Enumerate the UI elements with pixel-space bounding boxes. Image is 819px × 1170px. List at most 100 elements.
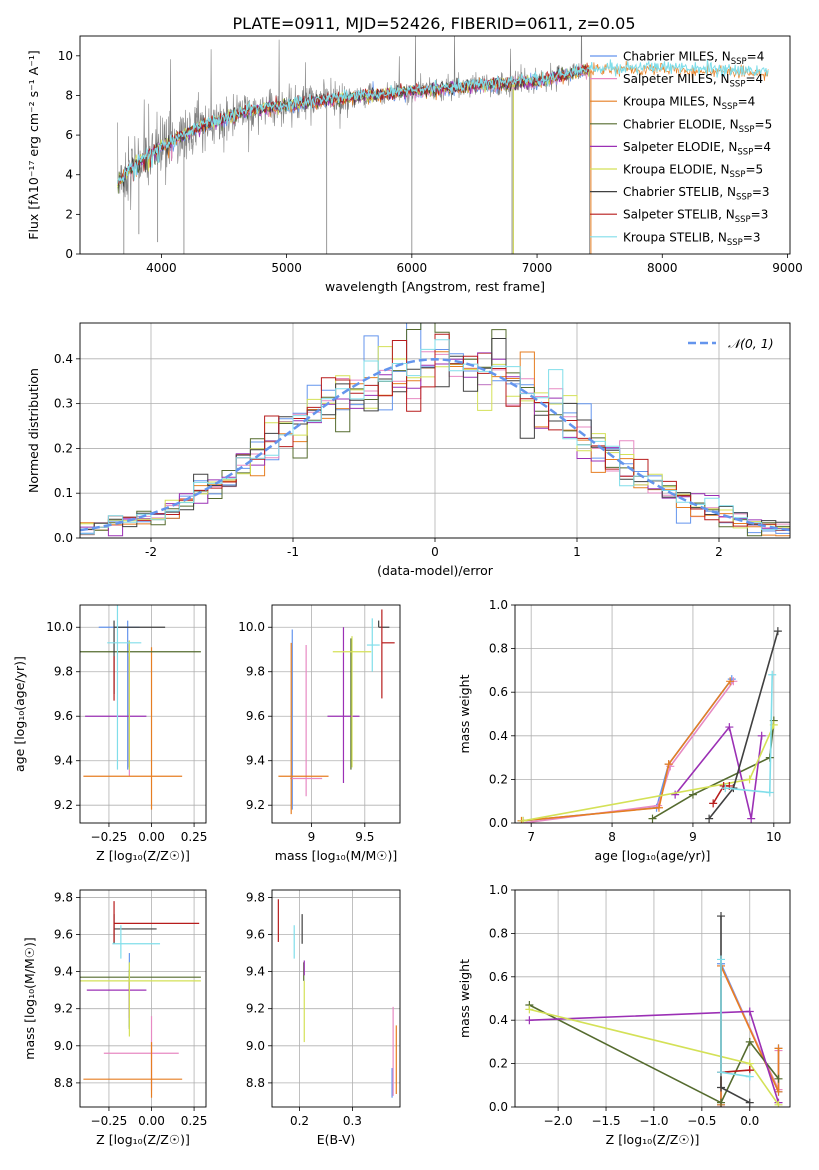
y-tick-label: 9.2	[246, 1002, 265, 1016]
weight-marker	[747, 814, 756, 823]
axes-frame	[79, 35, 791, 255]
panel-7: 0.2 0.3 8.8 9.0 9.2 9.4 9.6 9.8 E(B-V)	[246, 889, 401, 1147]
errorbar-point	[83, 647, 183, 810]
axes-frame	[514, 604, 791, 824]
errorbar-point	[332, 636, 372, 768]
y-tick-label: 0.4	[489, 729, 508, 743]
legend-entry: Chabrier MILES, NSSP=4	[623, 50, 764, 68]
panel-8: −2.0 −1.5 −1.0 −0.5 0.0 0.0 0.2 0.4 0.6 0.8 1.0 Z […	[457, 883, 791, 1147]
x-axis-label: mass [log₁₀(M/M☉)]	[275, 848, 397, 863]
y-tick-label: 9.2	[246, 798, 265, 812]
x-tick-label: 0.0	[740, 1114, 759, 1128]
observed-spectrum	[117, 36, 588, 211]
weight-marker	[745, 775, 754, 784]
y-tick-label: 10.0	[46, 620, 73, 634]
errorbar-plot-area	[80, 605, 201, 810]
y-tick-label: 10	[58, 49, 73, 63]
panel-4: 9 9.5 9.2 9.4 9.6 9.8 10.0 mass [log₁₀(M/M☉)]	[238, 604, 401, 863]
errorbar-point	[80, 962, 201, 1037]
y-tick-label: 0.0	[489, 816, 508, 830]
y-tick-label: 9.0	[54, 1039, 73, 1053]
spectrum-legend: Chabrier MILES, NSSP=4 Salpeter MILES, NS…	[590, 50, 772, 248]
x-tick-label: -2	[145, 545, 157, 559]
weight-marker	[671, 790, 680, 799]
weight-marker	[725, 723, 734, 732]
y-tick-label: 9.6	[54, 928, 73, 942]
y-tick-label: 0.3	[54, 397, 73, 411]
y-tick-label: 8	[65, 88, 73, 102]
weight-marker	[717, 1068, 726, 1077]
x-tick-label: −0.5	[687, 1114, 716, 1128]
errorbar-point	[85, 656, 147, 768]
y-tick-label: 0.1	[54, 486, 73, 500]
weight-marker	[757, 731, 766, 740]
histogram-plot-area	[80, 323, 790, 538]
y-tick-label: 8.8	[246, 1076, 265, 1090]
y-tick-label: 9.6	[246, 709, 265, 723]
x-axis-label: age [log₁₀(age/yr)]	[595, 848, 711, 863]
weight-marker	[774, 1100, 783, 1107]
weight-marker	[745, 1037, 754, 1046]
panel-5: 7 8 9 10 0.0 0.2 0.4 0.6 0.8 1.0 age [log₁₀(age/yr…	[457, 598, 791, 863]
weight-plot-area	[525, 912, 783, 1107]
x-tick-label: 6000	[397, 261, 428, 275]
y-tick-label: 0	[65, 247, 73, 261]
weight-marker	[745, 1098, 754, 1107]
residual-legend: 𝒩(0, 1)	[688, 336, 774, 351]
x-tick-label: −0.25	[91, 830, 128, 844]
x-tick-label: 9	[308, 830, 316, 844]
errorbar-point	[80, 640, 201, 768]
y-axis-label: Normed distribution	[26, 368, 41, 493]
weight-marker	[525, 1016, 534, 1025]
legend-entry: Salpeter ELODIE, NSSP=4	[623, 140, 771, 158]
errorbar-point	[278, 642, 329, 815]
spectrum-plot-area	[117, 36, 769, 254]
y-tick-label: 0.8	[489, 926, 508, 940]
legend-entry: Kroupa ELODIE, NSSP=5	[623, 163, 763, 181]
legend-entry: Kroupa MILES, NSSP=4	[623, 95, 755, 113]
y-tick-label: 8.8	[54, 1076, 73, 1090]
y-tick-label: 9.6	[54, 709, 73, 723]
y-tick-label: 0.0	[489, 1100, 508, 1114]
weight-marker	[768, 670, 777, 679]
y-tick-label: 0.2	[489, 772, 508, 786]
x-tick-label: 7000	[522, 261, 553, 275]
x-tick-label: 0	[431, 545, 439, 559]
weight-marker	[654, 803, 663, 812]
y-tick-label: 9.4	[54, 965, 73, 979]
y-tick-label: 9.2	[54, 798, 73, 812]
y-tick-label: 0.4	[489, 1013, 508, 1027]
weight-marker	[717, 955, 726, 964]
model-spectrum-8	[117, 63, 590, 186]
legend-entry: Chabrier ELODIE, NSSP=5	[623, 117, 772, 135]
y-tick-label: 9.8	[246, 890, 265, 904]
errorbar-point	[366, 618, 380, 672]
x-axis-label: E(B-V)	[317, 1132, 356, 1147]
x-tick-label: 8	[608, 830, 616, 844]
errorbar-point	[86, 980, 147, 1018]
errorbar-point	[113, 620, 166, 694]
legend-entry: Chabrier STELIB, NSSP=3	[623, 185, 770, 203]
x-axis-label: Z [log₁₀(Z/Z☉)]	[96, 848, 190, 863]
x-tick-label: 10	[766, 830, 781, 844]
weight-marker	[745, 1007, 754, 1016]
axes-frame	[271, 889, 401, 1108]
residual-histogram-9	[80, 339, 790, 538]
legend-entry: Salpeter STELIB, NSSP=3	[623, 208, 768, 226]
y-tick-label: 0.4	[54, 352, 73, 366]
y-tick-label: 4	[65, 168, 73, 182]
weight-marker	[717, 1098, 726, 1107]
weight-marker	[705, 814, 714, 823]
weight-series-5	[674, 725, 763, 819]
errorbar-point	[378, 620, 390, 628]
errorbar-plot-area	[80, 901, 201, 1098]
panel-2: -2 -1 0 1 2 0.0 0.1 0.2 0.3 0.4 (data-model)/error…	[26, 322, 791, 578]
weight-marker	[745, 1072, 754, 1081]
y-tick-label: 0.2	[489, 1057, 508, 1071]
y-axis-label: mass [log₁₀(M/M☉)]	[22, 937, 37, 1059]
x-tick-label: 0.25	[181, 830, 208, 844]
x-tick-label: 1	[573, 545, 581, 559]
y-tick-label: 1.0	[489, 598, 508, 612]
y-tick-label: 0.6	[489, 970, 508, 984]
